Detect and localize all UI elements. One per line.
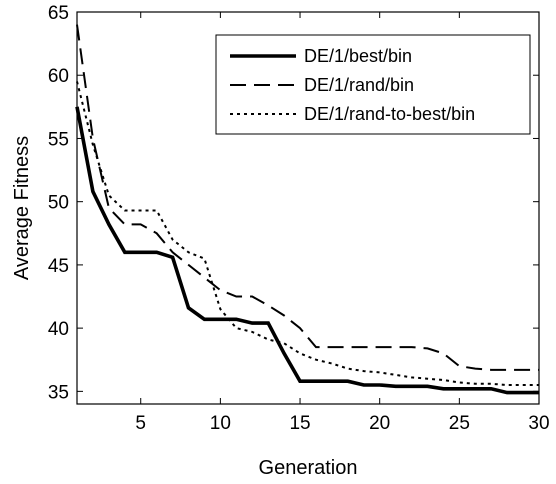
x-tick-label: 10 (210, 413, 231, 434)
x-tick-label: 5 (135, 413, 146, 434)
x-tick-label: 30 (528, 413, 549, 434)
y-tick-label: 40 (48, 319, 69, 340)
series-line-de-1-rand-bin (76, 24, 539, 371)
legend-label-de-1-best-bin: DE/1/best/bin (304, 46, 412, 66)
legend-label-de-1-rand-to-best-bin: DE/1/rand-to-best/bin (304, 104, 475, 124)
series-layer (75, 24, 539, 395)
x-tick-label: 20 (369, 413, 390, 434)
x-axis-label: Generation (259, 457, 358, 479)
y-tick-label: 50 (48, 193, 69, 214)
plot-area (76, 11, 540, 405)
y-axis-label: Average Fitness (11, 136, 33, 280)
series-line-de-1-rand-to-best-bin (76, 81, 539, 386)
series-line-de-1-best-bin (75, 106, 539, 395)
x-axis: 5 10 15 20 25 30 (135, 12, 550, 434)
legend: DE/1/best/bin DE/1/rand/bin DE/1/rand-to… (215, 34, 531, 135)
y-axis: 35 40 45 50 55 60 65 (48, 3, 539, 403)
y-tick-label: 60 (48, 66, 69, 87)
y-tick-label: 55 (48, 129, 69, 150)
y-tick-label: 35 (48, 382, 69, 403)
y-tick-label: 65 (48, 3, 69, 24)
x-tick-label: 15 (289, 413, 310, 434)
y-tick-label: 45 (48, 256, 69, 277)
x-tick-label: 25 (449, 413, 470, 434)
legend-label-de-1-rand-bin: DE/1/rand/bin (304, 75, 414, 95)
